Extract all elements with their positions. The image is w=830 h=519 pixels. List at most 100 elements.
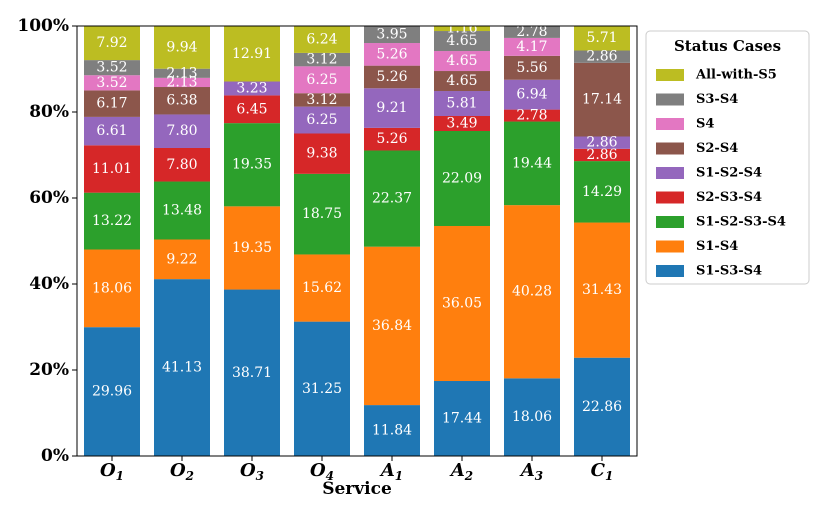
bar-segment: [504, 25, 560, 38]
bar-segment: [364, 26, 420, 44]
data-label: 6.24: [306, 32, 337, 48]
legend-entry: S3-S4: [696, 92, 738, 107]
data-label: 17.44: [442, 411, 482, 427]
bar-segment: [294, 93, 350, 107]
data-label: 7.92: [96, 35, 127, 51]
data-label: 14.29: [582, 184, 622, 200]
legend-entry: S1-S2-S4: [696, 166, 762, 181]
data-label: 19.35: [232, 157, 272, 173]
legend-entry: S2-S3-S4: [696, 190, 762, 205]
data-label: 3.52: [96, 60, 127, 76]
bar-segment: [294, 26, 350, 53]
bar-segment: [504, 55, 560, 80]
bar-segment: [434, 26, 490, 32]
y-tick-label: 100%: [17, 16, 69, 36]
data-label: 3.23: [236, 80, 267, 96]
data-label: 41.13: [162, 360, 202, 376]
x-tick-label: O1: [100, 460, 124, 483]
x-tick-label: O2: [170, 460, 194, 483]
data-label: 3.52: [96, 75, 127, 91]
bar-segment: [434, 51, 490, 72]
data-label: 11.84: [372, 423, 412, 439]
legend-swatch: [656, 93, 684, 106]
bar-segment: [294, 173, 350, 255]
data-label: 1.16: [446, 21, 477, 37]
data-label: 22.86: [582, 399, 622, 415]
bar-segment: [224, 81, 280, 96]
bar-segment: [504, 109, 560, 122]
bar-segment: [154, 25, 210, 69]
bar-segment: [224, 26, 280, 82]
data-label: 15.62: [302, 280, 342, 296]
bar-segment: [294, 66, 350, 94]
bar-segment: [84, 249, 140, 328]
bar-segment: [504, 205, 560, 379]
y-tick-label: 40%: [29, 274, 69, 294]
bar-segment: [84, 26, 140, 61]
data-label: 36.05: [442, 296, 482, 312]
data-label: 19.44: [512, 155, 552, 171]
legend-swatch: [656, 240, 684, 253]
data-label: 36.84: [372, 318, 412, 334]
bar-segment: [294, 52, 350, 67]
data-label: 18.06: [512, 409, 552, 425]
legend-swatch: [656, 167, 684, 179]
bar-segment: [574, 62, 630, 137]
x-tick-label: O3: [240, 460, 264, 483]
data-label: 5.56: [516, 60, 547, 76]
bar-segment: [504, 378, 560, 456]
x-tick-label: C1: [591, 460, 614, 483]
data-label: 11.01: [92, 161, 132, 177]
bar-segment: [434, 71, 490, 92]
data-label: 2.86: [586, 147, 617, 163]
legend-swatch: [656, 142, 684, 155]
data-label: 9.38: [306, 146, 337, 162]
data-label: 19.35: [232, 240, 272, 256]
x-tick-label: A2: [449, 460, 473, 483]
data-label: 4.17: [516, 39, 547, 55]
data-label: 12.91: [232, 46, 272, 62]
legend-entry: S1-S3-S4: [696, 264, 762, 279]
bar-segment: [574, 136, 630, 149]
data-label: 38.71: [232, 365, 272, 381]
bar-segment: [434, 115, 490, 132]
legend-box: [645, 30, 810, 285]
bar-segment: [154, 87, 210, 115]
x-axis-label: Service: [322, 479, 392, 499]
bar-segment: [154, 279, 210, 456]
plot-frame: [76, 25, 638, 457]
bar-segment: [574, 222, 630, 358]
bar-segment: [364, 65, 420, 89]
legend-title: Status Cases: [674, 37, 781, 55]
data-label: 9.94: [166, 39, 197, 55]
data-label: 5.26: [376, 46, 407, 62]
bar-segment: [154, 181, 210, 240]
bar-segment: [154, 239, 210, 280]
data-label: 7.80: [166, 123, 197, 139]
data-label: 6.38: [166, 93, 197, 109]
data-label: 31.25: [302, 381, 342, 397]
data-label: 3.12: [306, 92, 337, 108]
bar-segment: [294, 133, 350, 174]
legend-entry: S1-S2-S3-S4: [696, 215, 786, 230]
bar-segment: [364, 150, 420, 247]
data-label: 2.13: [166, 74, 197, 90]
data-label: 29.96: [92, 384, 132, 400]
data-label: 4.65: [446, 33, 477, 49]
y-tick-label: 60%: [29, 188, 69, 208]
data-label: 22.09: [442, 170, 482, 186]
bar-segment: [574, 148, 630, 162]
data-label: 2.78: [516, 108, 547, 124]
data-label: 13.48: [162, 203, 202, 219]
bar-segment: [84, 90, 140, 117]
bar-segment: [84, 192, 140, 250]
legend-swatch: [656, 118, 684, 130]
data-label: 31.43: [582, 282, 622, 298]
bar-segment: [574, 161, 630, 223]
data-label: 6.17: [96, 96, 127, 112]
data-label: 18.06: [92, 280, 132, 296]
legend-swatch: [656, 216, 684, 228]
data-label: 6.94: [516, 87, 547, 103]
y-axis: 0% 20% 40% 60% 80% 100%: [17, 16, 77, 466]
data-label: 6.61: [96, 123, 127, 139]
